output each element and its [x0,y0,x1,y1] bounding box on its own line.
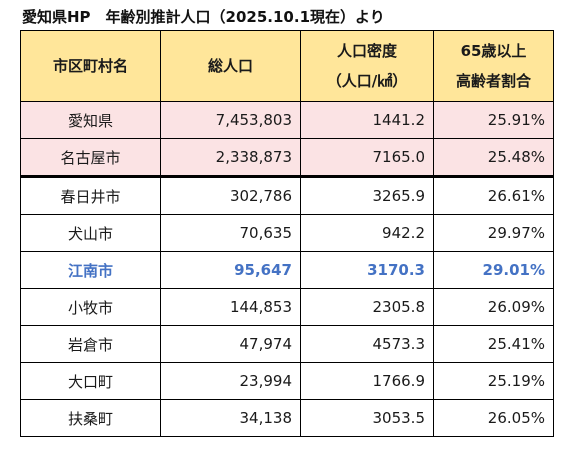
header-density-line1: 人口密度 [336,42,397,60]
header-density: 人口密度 （人口/㎢） [300,30,434,102]
cell-density: 2305.8 [300,288,434,326]
table-header: 市区町村名 総人口 人口密度 （人口/㎢） 65歳以上 高齢者割合 [20,30,554,102]
cell-density: 942.2 [300,214,434,252]
cell-elderly-ratio: 26.61% [433,176,554,215]
cell-name: 愛知県 [20,101,161,139]
table-row: 愛知県 7,453,803 1441.2 25.91% [20,101,554,139]
table-row: 大口町 23,994 1766.9 25.19% [20,362,554,400]
cell-name: 岩倉市 [20,325,161,363]
cell-elderly-ratio: 25.48% [433,138,554,178]
cell-elderly-ratio: 25.41% [433,325,554,363]
cell-name: 大口町 [20,362,161,400]
cell-density: 3053.5 [300,399,434,437]
cell-elderly-ratio: 25.91% [433,101,554,139]
cell-elderly-ratio: 26.09% [433,288,554,326]
header-elderly-line1: 65歳以上 [460,42,527,60]
cell-population: 144,853 [160,288,301,326]
cell-elderly-ratio: 29.01% [433,251,554,289]
cell-density: 3170.3 [300,251,434,289]
cell-name: 江南市 [20,251,161,289]
table-row-highlighted: 江南市 95,647 3170.3 29.01% [20,251,554,289]
cell-name: 犬山市 [20,214,161,252]
table-body: 愛知県 7,453,803 1441.2 25.91% 名古屋市 2,338,8… [20,101,554,437]
header-elderly-line2: 高齢者割合 [455,72,531,90]
cell-population: 47,974 [160,325,301,363]
cell-name: 名古屋市 [20,138,161,178]
header-population: 総人口 [160,30,301,102]
cell-name: 小牧市 [20,288,161,326]
cell-elderly-ratio: 29.97% [433,214,554,252]
cell-population: 302,786 [160,176,301,215]
cell-population: 70,635 [160,214,301,252]
table-row: 扶桑町 34,138 3053.5 26.05% [20,399,554,437]
page-title: 愛知県HP 年齢別推計人口（2025.10.1現在）より [22,8,385,26]
header-density-line2: （人口/㎢） [326,72,408,90]
header-row: 市区町村名 総人口 人口密度 （人口/㎢） 65歳以上 高齢者割合 [20,30,554,102]
table-row: 犬山市 70,635 942.2 29.97% [20,214,554,252]
cell-elderly-ratio: 26.05% [433,399,554,437]
cell-name: 扶桑町 [20,399,161,437]
header-municipality: 市区町村名 [20,30,161,102]
table-row: 小牧市 144,853 2305.8 26.09% [20,288,554,326]
cell-density: 7165.0 [300,138,434,178]
table-row: 岩倉市 47,974 4573.3 25.41% [20,325,554,363]
cell-elderly-ratio: 25.19% [433,362,554,400]
cell-density: 4573.3 [300,325,434,363]
cell-density: 1766.9 [300,362,434,400]
cell-population: 23,994 [160,362,301,400]
cell-density: 1441.2 [300,101,434,139]
cell-population: 2,338,873 [160,138,301,178]
cell-population: 95,647 [160,251,301,289]
cell-density: 3265.9 [300,176,434,215]
cell-population: 7,453,803 [160,101,301,139]
table-row: 春日井市 302,786 3265.9 26.61% [20,176,554,215]
header-elderly-ratio: 65歳以上 高齢者割合 [433,30,554,102]
cell-population: 34,138 [160,399,301,437]
table-row: 名古屋市 2,338,873 7165.0 25.48% [20,138,554,178]
population-table: 市区町村名 総人口 人口密度 （人口/㎢） 65歳以上 高齢者割合 愛知県 7,… [20,30,554,437]
cell-name: 春日井市 [20,176,161,215]
